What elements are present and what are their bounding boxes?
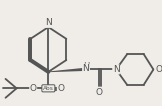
Text: O: O [57,84,64,93]
Text: O: O [155,65,162,74]
Text: Abs: Abs [43,86,54,91]
Text: N: N [45,18,52,27]
Text: H: H [83,62,90,71]
Text: O: O [96,88,103,97]
Text: N: N [113,65,119,74]
Polygon shape [48,68,83,72]
Text: O: O [30,84,37,93]
Text: N: N [83,64,89,73]
